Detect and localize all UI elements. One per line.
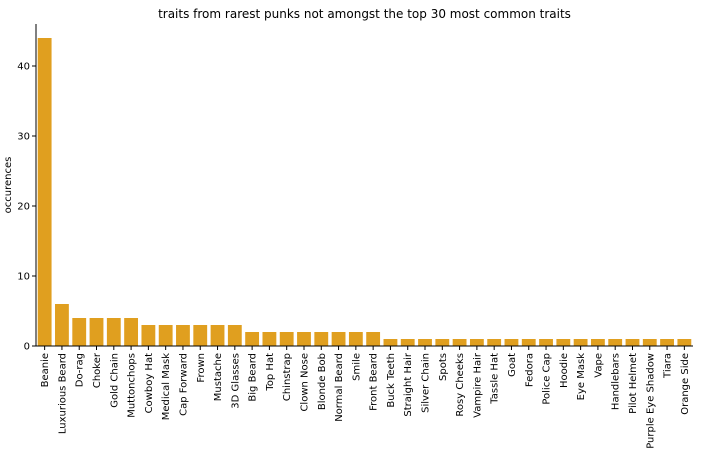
x-tick-label: Big Beard — [248, 353, 259, 402]
bar-blonde-bob — [314, 332, 329, 346]
bar-beanie — [37, 38, 52, 346]
bar-luxurious-beard — [55, 304, 69, 346]
x-tick-label: Mustache — [213, 353, 224, 401]
x-tick-label: Straight Hair — [403, 352, 414, 416]
bar-tiara — [660, 339, 674, 346]
x-tick-label: Front Beard — [369, 353, 380, 411]
y-tick-label: 30 — [17, 132, 30, 143]
x-tick-label: Clown Nose — [299, 353, 310, 412]
x-tick-label: Blonde Bob — [317, 353, 328, 410]
x-tick-label: Orange Side — [680, 353, 691, 415]
bar-straight-hair — [400, 339, 415, 346]
x-tick-label: Gold Chain — [109, 353, 120, 408]
y-axis-label: occurences — [3, 157, 14, 214]
bar-vampire-hair — [469, 339, 484, 346]
chart-title: traits from rarest punks not amongst the… — [158, 7, 571, 21]
bar-spots — [435, 339, 450, 346]
x-tick-label: Cap Forward — [178, 353, 189, 416]
x-tick-label: Tassle Hat — [490, 353, 501, 405]
bar-big-beard — [245, 332, 260, 346]
bar-vape — [590, 339, 605, 346]
bar-clown-nose — [297, 332, 311, 346]
bar-fedora — [521, 339, 536, 346]
bar-chinstrap — [279, 332, 294, 346]
x-tick-label: Choker — [92, 352, 103, 388]
x-axis: Beanie Luxurious Beard Do-rag Choker Gold Ch… — [40, 346, 691, 449]
bar-muttonchops — [124, 318, 139, 346]
x-tick-label: Rosy Cheeks — [455, 353, 466, 417]
x-tick-label: Cowboy Hat — [144, 353, 155, 413]
x-tick-label: Handlebars — [611, 353, 622, 410]
bar-choker — [89, 318, 104, 346]
bar-hoodie — [556, 339, 571, 346]
x-tick-label: Beanie — [40, 353, 51, 387]
bar-medical-mask — [158, 325, 173, 346]
x-tick-label: Silver Chain — [421, 353, 432, 413]
x-tick-label: Smile — [351, 353, 362, 381]
bar-orange-side — [677, 339, 692, 346]
bars-group — [37, 38, 692, 346]
bar-pilot-helmet — [625, 339, 640, 346]
bar-cap-forward — [176, 325, 190, 346]
x-tick-label: Pilot Helmet — [628, 353, 639, 414]
x-tick-label: Chinstrap — [282, 353, 293, 401]
y-axis: 0 10 20 30 40 — [17, 62, 36, 353]
bar-smile — [348, 332, 363, 346]
y-tick-label: 10 — [17, 272, 30, 283]
bar-mustache — [210, 325, 225, 346]
x-tick-label: Muttonchops — [127, 353, 138, 418]
x-tick-label: Do-rag — [75, 353, 86, 387]
x-tick-label: Luxurious Beard — [57, 353, 68, 434]
x-tick-label: Eye Mask — [576, 353, 587, 401]
x-tick-label: Fedora — [524, 353, 535, 387]
bar-front-beard — [366, 332, 381, 346]
bar-do-rag — [72, 318, 87, 346]
bar-tassle-hat — [487, 339, 502, 346]
x-tick-label: Hoodie — [559, 353, 570, 388]
bar-normal-beard — [331, 332, 346, 346]
bar-eye-mask — [573, 339, 588, 346]
x-tick-label: 3D Glasses — [230, 353, 241, 409]
x-tick-label: Vampire Hair — [472, 352, 483, 418]
bar-silver-chain — [418, 339, 432, 346]
bar-frown — [193, 325, 208, 346]
bar-buck-teeth — [383, 339, 398, 346]
bar-cowboy-hat — [141, 325, 156, 346]
bar-police-cap — [539, 339, 553, 346]
x-tick-label: Buck Teeth — [386, 353, 397, 408]
bar-rosy-cheeks — [452, 339, 467, 346]
x-tick-label: Top Hat — [265, 353, 276, 392]
bar-3d-glasses — [227, 325, 242, 346]
bar-handlebars — [608, 339, 623, 346]
y-tick-label: 0 — [24, 342, 30, 353]
bar-top-hat — [262, 332, 277, 346]
x-tick-label: Goat — [507, 353, 518, 377]
x-tick-label: Normal Beard — [334, 353, 345, 422]
bar-goat — [504, 339, 519, 346]
x-tick-label: Purple Eye Shadow — [645, 353, 656, 449]
x-tick-label: Police Cap — [542, 353, 553, 405]
x-tick-label: Spots — [438, 353, 449, 381]
x-tick-label: Frown — [196, 353, 207, 383]
x-tick-label: Medical Mask — [161, 353, 172, 420]
x-tick-label: Vape — [593, 353, 604, 378]
bar-gold-chain — [106, 318, 121, 346]
y-tick-label: 20 — [17, 202, 30, 213]
x-tick-label: Tiara — [663, 353, 674, 379]
bar-purple-eye-shadow — [642, 339, 657, 346]
y-tick-label: 40 — [17, 62, 30, 73]
